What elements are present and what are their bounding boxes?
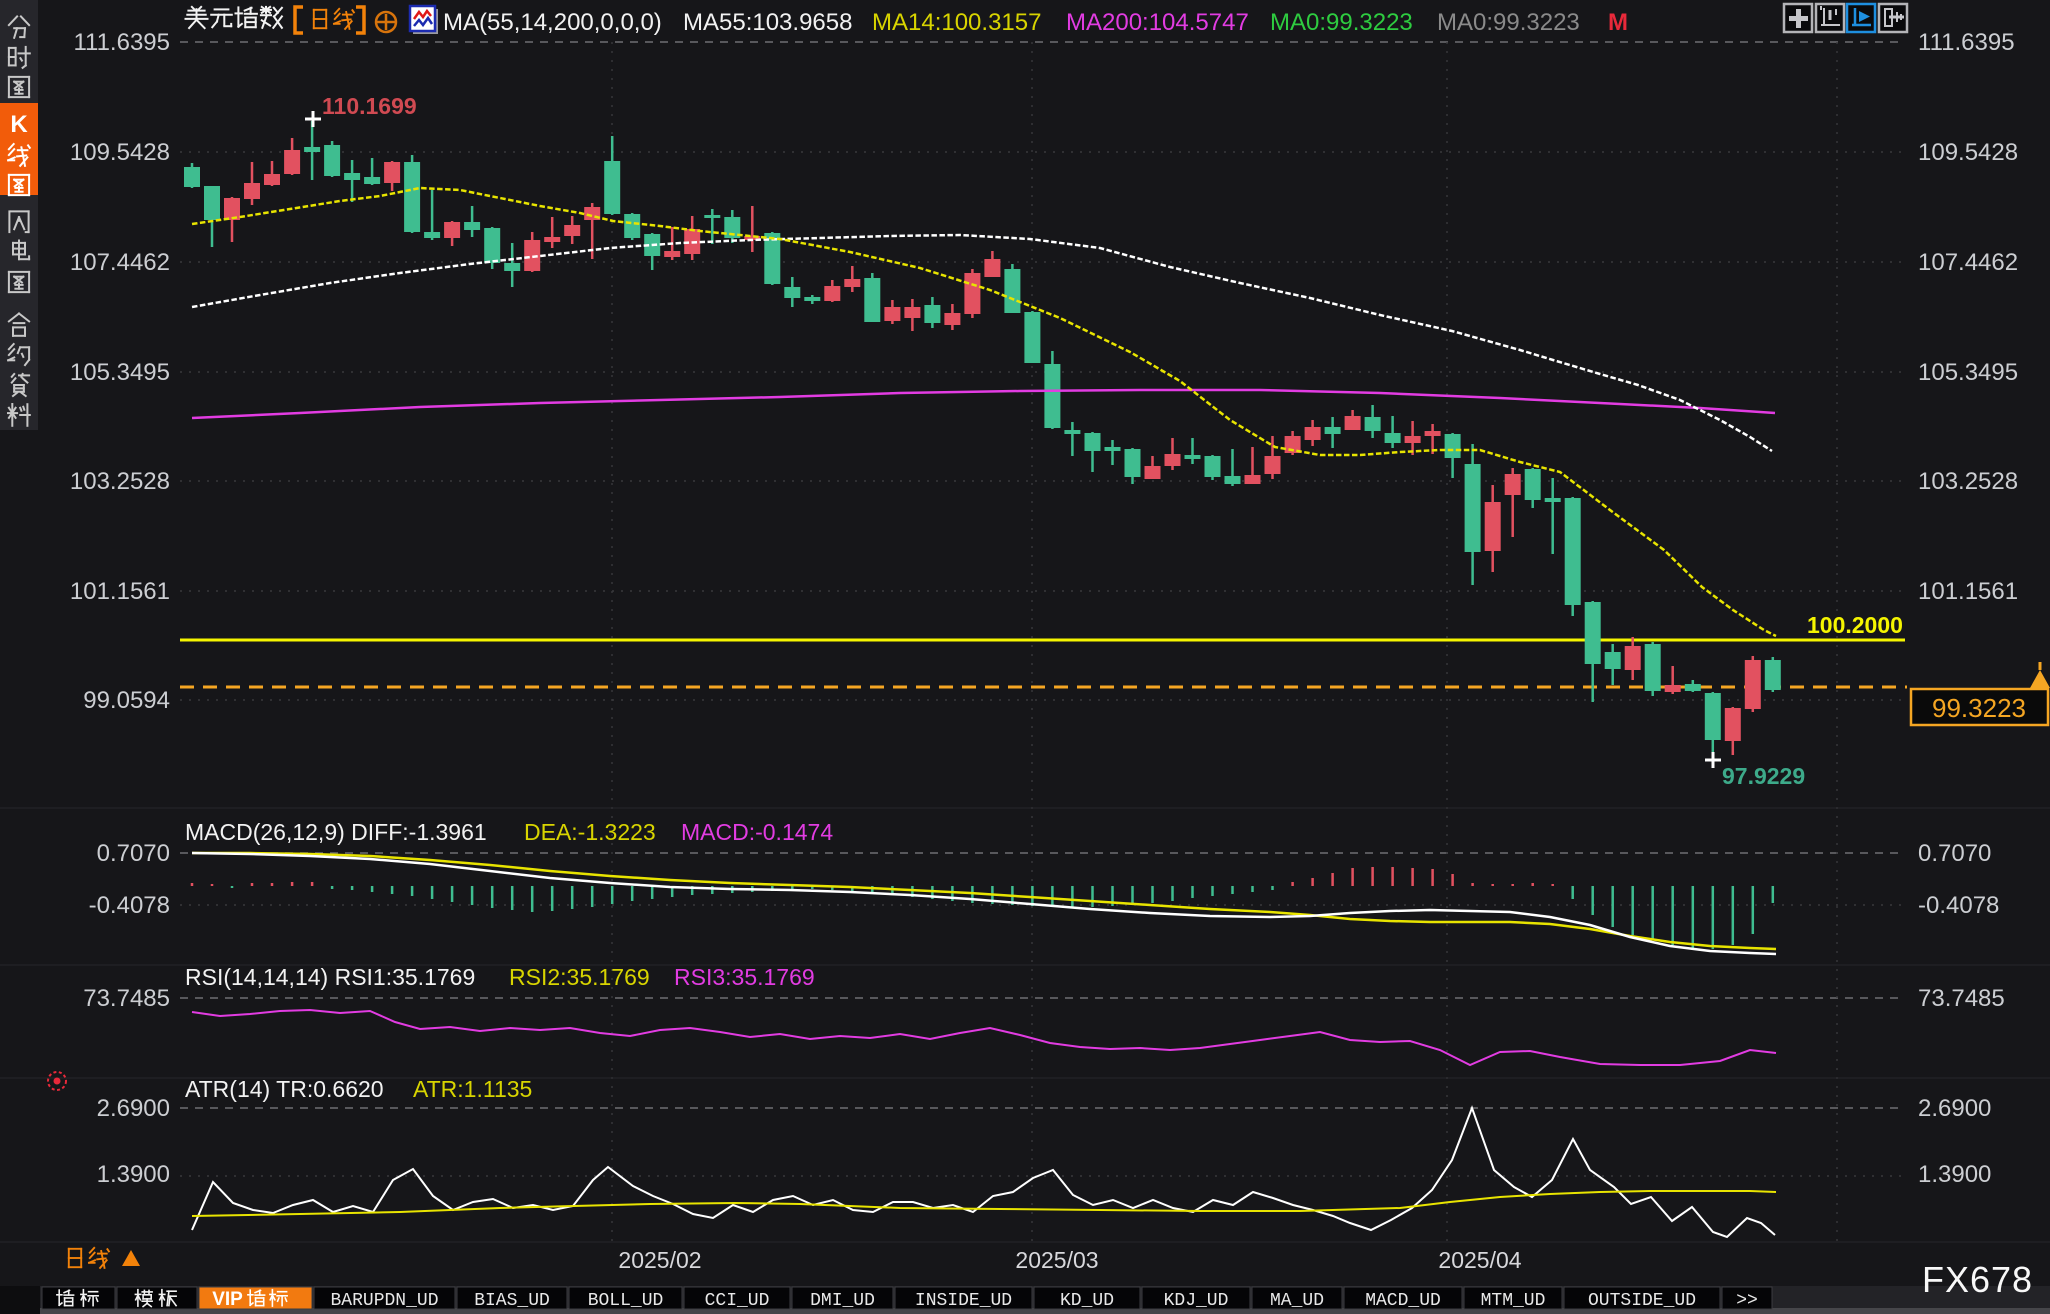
svg-text:99.0594: 99.0594 (83, 687, 170, 714)
svg-text:MA0:99.3223: MA0:99.3223 (1270, 9, 1413, 36)
svg-text:ATR:1.1135: ATR:1.1135 (413, 1076, 532, 1102)
svg-text:M: M (1608, 9, 1628, 36)
svg-text:-0.4078: -0.4078 (1918, 892, 1999, 919)
svg-text:109.5428: 109.5428 (70, 139, 170, 166)
svg-text:1.3900: 1.3900 (1918, 1161, 1991, 1188)
svg-text:101.1561: 101.1561 (70, 578, 170, 605)
svg-text:110.1699: 110.1699 (322, 93, 417, 119)
svg-text:RSI(14,14,14) RSI1:35.1769: RSI(14,14,14) RSI1:35.1769 (185, 964, 475, 990)
svg-text:-0.4078: -0.4078 (89, 892, 170, 919)
svg-text:2.6900: 2.6900 (97, 1095, 170, 1122)
svg-text:73.7485: 73.7485 (1918, 985, 2005, 1012)
svg-text:BIAS_UD: BIAS_UD (474, 1291, 550, 1311)
svg-text:RSI3:35.1769: RSI3:35.1769 (674, 964, 815, 990)
svg-text:MA200:104.5747: MA200:104.5747 (1066, 9, 1249, 36)
svg-text:MA_UD: MA_UD (1270, 1291, 1324, 1311)
svg-text:73.7485: 73.7485 (83, 985, 170, 1012)
svg-text:MA0:99.3223: MA0:99.3223 (1437, 9, 1580, 36)
svg-text:103.2528: 103.2528 (1918, 468, 2018, 495)
svg-text:BARUPDN_UD: BARUPDN_UD (330, 1291, 438, 1311)
svg-text:100.2000: 100.2000 (1807, 612, 1903, 638)
svg-text:103.2528: 103.2528 (70, 468, 170, 495)
svg-text:BOLL_UD: BOLL_UD (588, 1291, 664, 1311)
svg-text:2025/03: 2025/03 (1015, 1247, 1098, 1273)
svg-text:105.3495: 105.3495 (1918, 359, 2018, 386)
svg-text:107.4462: 107.4462 (70, 249, 170, 276)
svg-text:99.3223: 99.3223 (1932, 693, 2026, 723)
svg-text:105.3495: 105.3495 (70, 359, 170, 386)
svg-text:CCI_UD: CCI_UD (705, 1291, 770, 1311)
svg-text:MTM_UD: MTM_UD (1481, 1291, 1546, 1311)
svg-text:2025/04: 2025/04 (1438, 1247, 1521, 1273)
svg-text:MACD:-0.1474: MACD:-0.1474 (681, 819, 833, 845)
svg-text:1.3900: 1.3900 (97, 1161, 170, 1188)
svg-text:2025/02: 2025/02 (618, 1247, 701, 1273)
svg-text:ATR(14) TR:0.6620: ATR(14) TR:0.6620 (185, 1076, 384, 1102)
svg-text:K: K (10, 111, 28, 138)
svg-text:VIP: VIP (212, 1289, 243, 1310)
svg-text:0.7070: 0.7070 (1918, 840, 1991, 867)
svg-text:DEA:-1.3223: DEA:-1.3223 (524, 819, 656, 845)
svg-text:RSI2:35.1769: RSI2:35.1769 (509, 964, 650, 990)
svg-text:2.6900: 2.6900 (1918, 1095, 1991, 1122)
svg-text:107.4462: 107.4462 (1918, 249, 2018, 276)
svg-text:111.6395: 111.6395 (1918, 29, 2015, 56)
svg-text:MACD(26,12,9) DIFF:-1.3961: MACD(26,12,9) DIFF:-1.3961 (185, 819, 487, 845)
svg-text:DMI_UD: DMI_UD (810, 1291, 875, 1311)
svg-text:0.7070: 0.7070 (97, 840, 170, 867)
svg-text:MA55:103.9658: MA55:103.9658 (683, 9, 852, 36)
svg-text:INSIDE_UD: INSIDE_UD (915, 1291, 1012, 1311)
svg-text:97.9229: 97.9229 (1722, 763, 1805, 789)
svg-text:111.6395: 111.6395 (73, 29, 170, 56)
svg-text:>>: >> (1736, 1291, 1758, 1311)
svg-text:109.5428: 109.5428 (1918, 139, 2018, 166)
svg-text:OUTSIDE_UD: OUTSIDE_UD (1588, 1291, 1696, 1311)
svg-text:MA14:100.3157: MA14:100.3157 (872, 9, 1041, 36)
svg-text:MA(55,14,200,0,0,0): MA(55,14,200,0,0,0) (443, 9, 662, 36)
svg-text:KDJ_UD: KDJ_UD (1164, 1291, 1229, 1311)
svg-text:KD_UD: KD_UD (1060, 1291, 1114, 1311)
svg-text:FX678: FX678 (1922, 1259, 2033, 1300)
svg-text:101.1561: 101.1561 (1918, 578, 2018, 605)
svg-text:MACD_UD: MACD_UD (1365, 1291, 1441, 1311)
